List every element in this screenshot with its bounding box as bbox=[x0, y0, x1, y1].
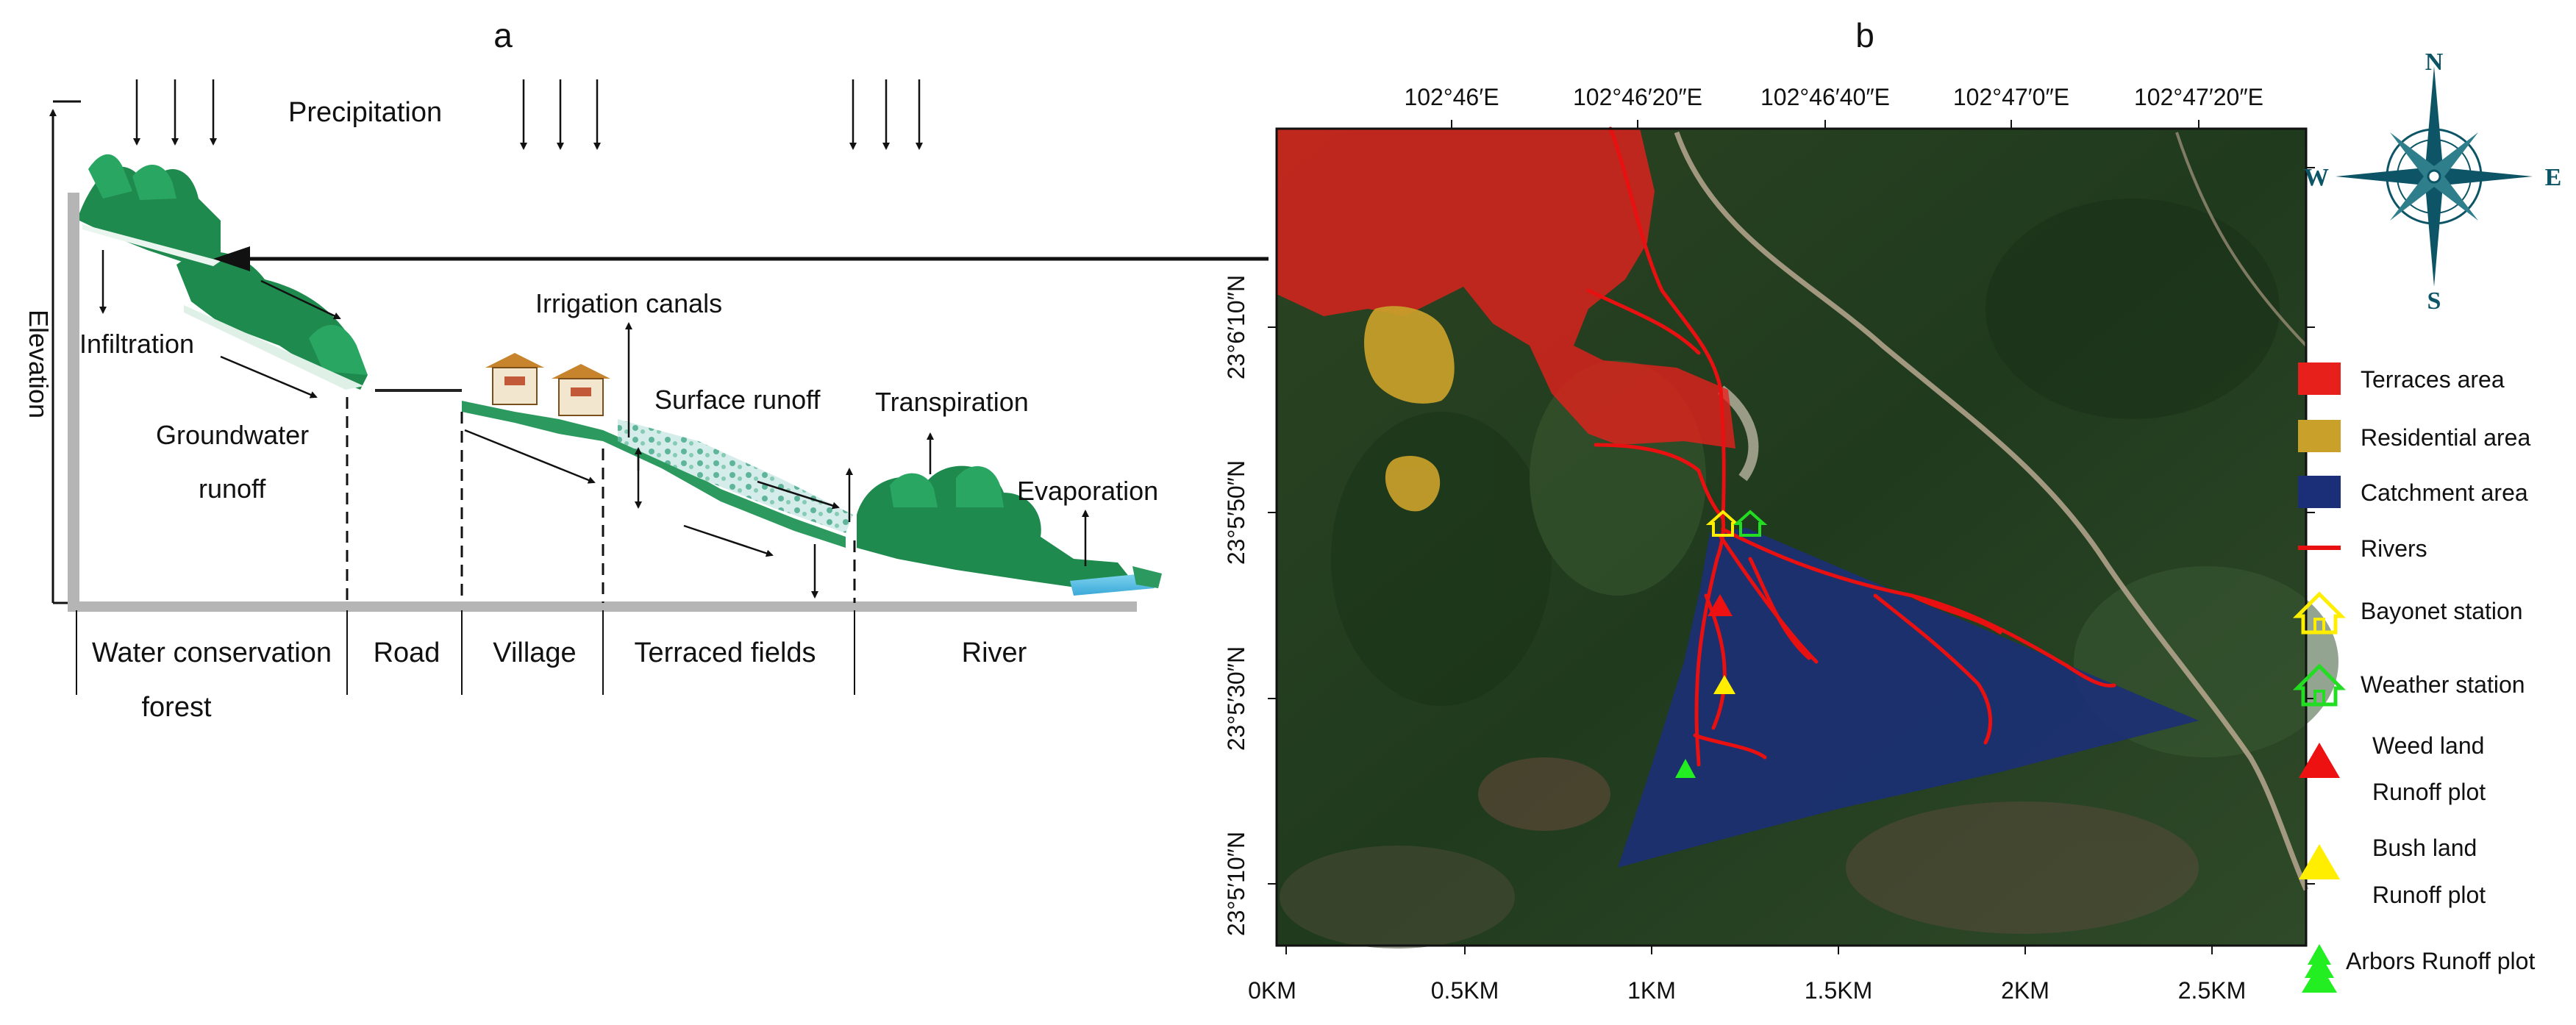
legend-label-arbors: Arbors Runoff plot bbox=[2346, 948, 2535, 974]
panel-b: b bbox=[1223, 16, 2561, 1004]
precipitation-label: Precipitation bbox=[288, 97, 442, 128]
scale-labels: 0KM 0.5KM 1KM 1.5KM 2KM 2.5KM bbox=[1248, 977, 2246, 1004]
legend-label-residential: Residential area bbox=[2361, 424, 2530, 451]
link-arrow-head bbox=[213, 246, 250, 271]
arbors-plot-marker bbox=[1675, 759, 1696, 778]
legend-weather-icon bbox=[2292, 663, 2347, 707]
legend-bush-icon bbox=[2299, 844, 2340, 879]
panel-b-label: b bbox=[1855, 16, 1874, 54]
terraces-area bbox=[1277, 129, 1735, 449]
top-tick-label: 102°46′20″E bbox=[1573, 84, 1702, 110]
zone-terraced: Terraced fields bbox=[634, 638, 816, 668]
scale-label: 0.5KM bbox=[1431, 977, 1499, 1004]
surface-runoff-label: Surface runoff bbox=[654, 385, 821, 415]
top-ticks bbox=[1451, 120, 2199, 129]
satellite-map bbox=[1275, 126, 2338, 949]
compass-e: E bbox=[2545, 164, 2562, 191]
zone-ticks bbox=[76, 610, 855, 695]
scale-label: 1.5KM bbox=[1805, 977, 1872, 1004]
left-tick-label: 23°5′30″N bbox=[1223, 646, 1249, 751]
legend-label-bush-line1: Bush land bbox=[2372, 835, 2477, 861]
zone-labels: Water conservation forest Road Village T… bbox=[92, 638, 1027, 723]
panel-a-label: a bbox=[493, 16, 513, 54]
left-tick-label: 23°5′50″N bbox=[1223, 460, 1249, 565]
legend-label-bush-line2: Runoff plot bbox=[2372, 882, 2486, 908]
legend-label-weed-line2: Runoff plot bbox=[2372, 779, 2486, 805]
legend-label-terraces: Terraces area bbox=[2361, 366, 2505, 393]
river-network bbox=[1586, 126, 2116, 767]
bayonet-station-marker bbox=[1705, 510, 1741, 537]
elevation-label: Elevation bbox=[24, 310, 54, 418]
top-tick-label: 102°47′20″E bbox=[2134, 84, 2263, 110]
zone-road: Road bbox=[374, 638, 440, 668]
left-tick-labels: 23°6′10″N 23°5′50″N 23°5′30″N 23°5′10″N bbox=[1223, 275, 1249, 936]
zone-forest-line2: forest bbox=[141, 692, 211, 723]
groundwater-label-line2: runoff bbox=[199, 474, 266, 504]
legend-swatch-catchment bbox=[2298, 476, 2341, 508]
legend-label-weather: Weather station bbox=[2361, 671, 2525, 698]
scale-label: 2KM bbox=[2001, 977, 2049, 1004]
house-icon bbox=[552, 364, 610, 416]
evaporation-label: Evaporation bbox=[1017, 476, 1158, 506]
legend-weed-icon bbox=[2299, 743, 2340, 778]
compass-n: N bbox=[2425, 49, 2444, 76]
weed-land-plot-marker bbox=[1708, 594, 1733, 616]
left-ticks bbox=[1268, 326, 1277, 885]
transpiration-label: Transpiration bbox=[875, 387, 1029, 417]
forest-illustration bbox=[79, 154, 368, 390]
zone-forest-line1: Water conservation bbox=[92, 638, 332, 668]
precipitation-arrows bbox=[133, 79, 923, 150]
legend-label-catchment: Catchment area bbox=[2361, 479, 2528, 506]
irrigation-canals-label: Irrigation canals bbox=[535, 288, 722, 318]
scale-label: 1KM bbox=[1627, 977, 1676, 1004]
top-tick-labels: 102°46′E 102°46′20″E 102°46′40″E 102°47′… bbox=[1404, 84, 2263, 110]
legend-swatch-residential bbox=[2298, 420, 2341, 452]
zone-dividers bbox=[346, 397, 856, 603]
legend-label-bayonet: Bayonet station bbox=[2361, 598, 2523, 624]
zone-river: River bbox=[962, 638, 1027, 668]
catchment-area bbox=[1618, 528, 2199, 868]
compass-labels: N S E W bbox=[2304, 49, 2561, 315]
scale-ticks bbox=[1285, 946, 2213, 954]
groundwater-label-line1: Groundwater bbox=[156, 420, 309, 450]
compass-rose-icon bbox=[2336, 66, 2533, 287]
house-icon bbox=[485, 353, 544, 405]
terrain-profile bbox=[68, 193, 1137, 612]
legend-label-rivers: Rivers bbox=[2361, 535, 2427, 562]
scale-label: 0KM bbox=[1248, 977, 1296, 1004]
process-arrows bbox=[99, 250, 1089, 599]
process-labels: Infiltration Groundwater runoff Irrigati… bbox=[79, 288, 1158, 506]
legend-bayonet-icon bbox=[2292, 591, 2347, 635]
riverside-illustration bbox=[857, 465, 1162, 596]
panel-a: a Elevation bbox=[24, 16, 1269, 723]
top-tick-label: 102°47′0″E bbox=[1953, 84, 2069, 110]
legend-arbors-icon bbox=[2302, 944, 2337, 993]
bush-land-plot-marker bbox=[1713, 675, 1735, 694]
left-tick-label: 23°5′10″N bbox=[1223, 832, 1249, 936]
top-tick-label: 102°46′E bbox=[1404, 84, 1499, 110]
residential-area bbox=[1364, 306, 1455, 512]
zone-village: Village bbox=[493, 638, 576, 668]
terraces-illustration bbox=[603, 419, 853, 548]
left-tick-label: 23°6′10″N bbox=[1223, 275, 1249, 379]
legend: Terraces area Residential area Catchment… bbox=[2292, 362, 2535, 993]
infiltration-label: Infiltration bbox=[79, 329, 194, 359]
compass-s: S bbox=[2427, 288, 2441, 315]
top-tick-label: 102°46′40″E bbox=[1760, 84, 1890, 110]
legend-swatch-terraces bbox=[2298, 362, 2341, 395]
village-illustration bbox=[462, 353, 610, 441]
scale-label: 2.5KM bbox=[2178, 977, 2246, 1004]
weather-station-marker bbox=[1733, 510, 1768, 537]
legend-label-weed-line1: Weed land bbox=[2372, 732, 2484, 759]
compass-w: W bbox=[2304, 164, 2329, 191]
